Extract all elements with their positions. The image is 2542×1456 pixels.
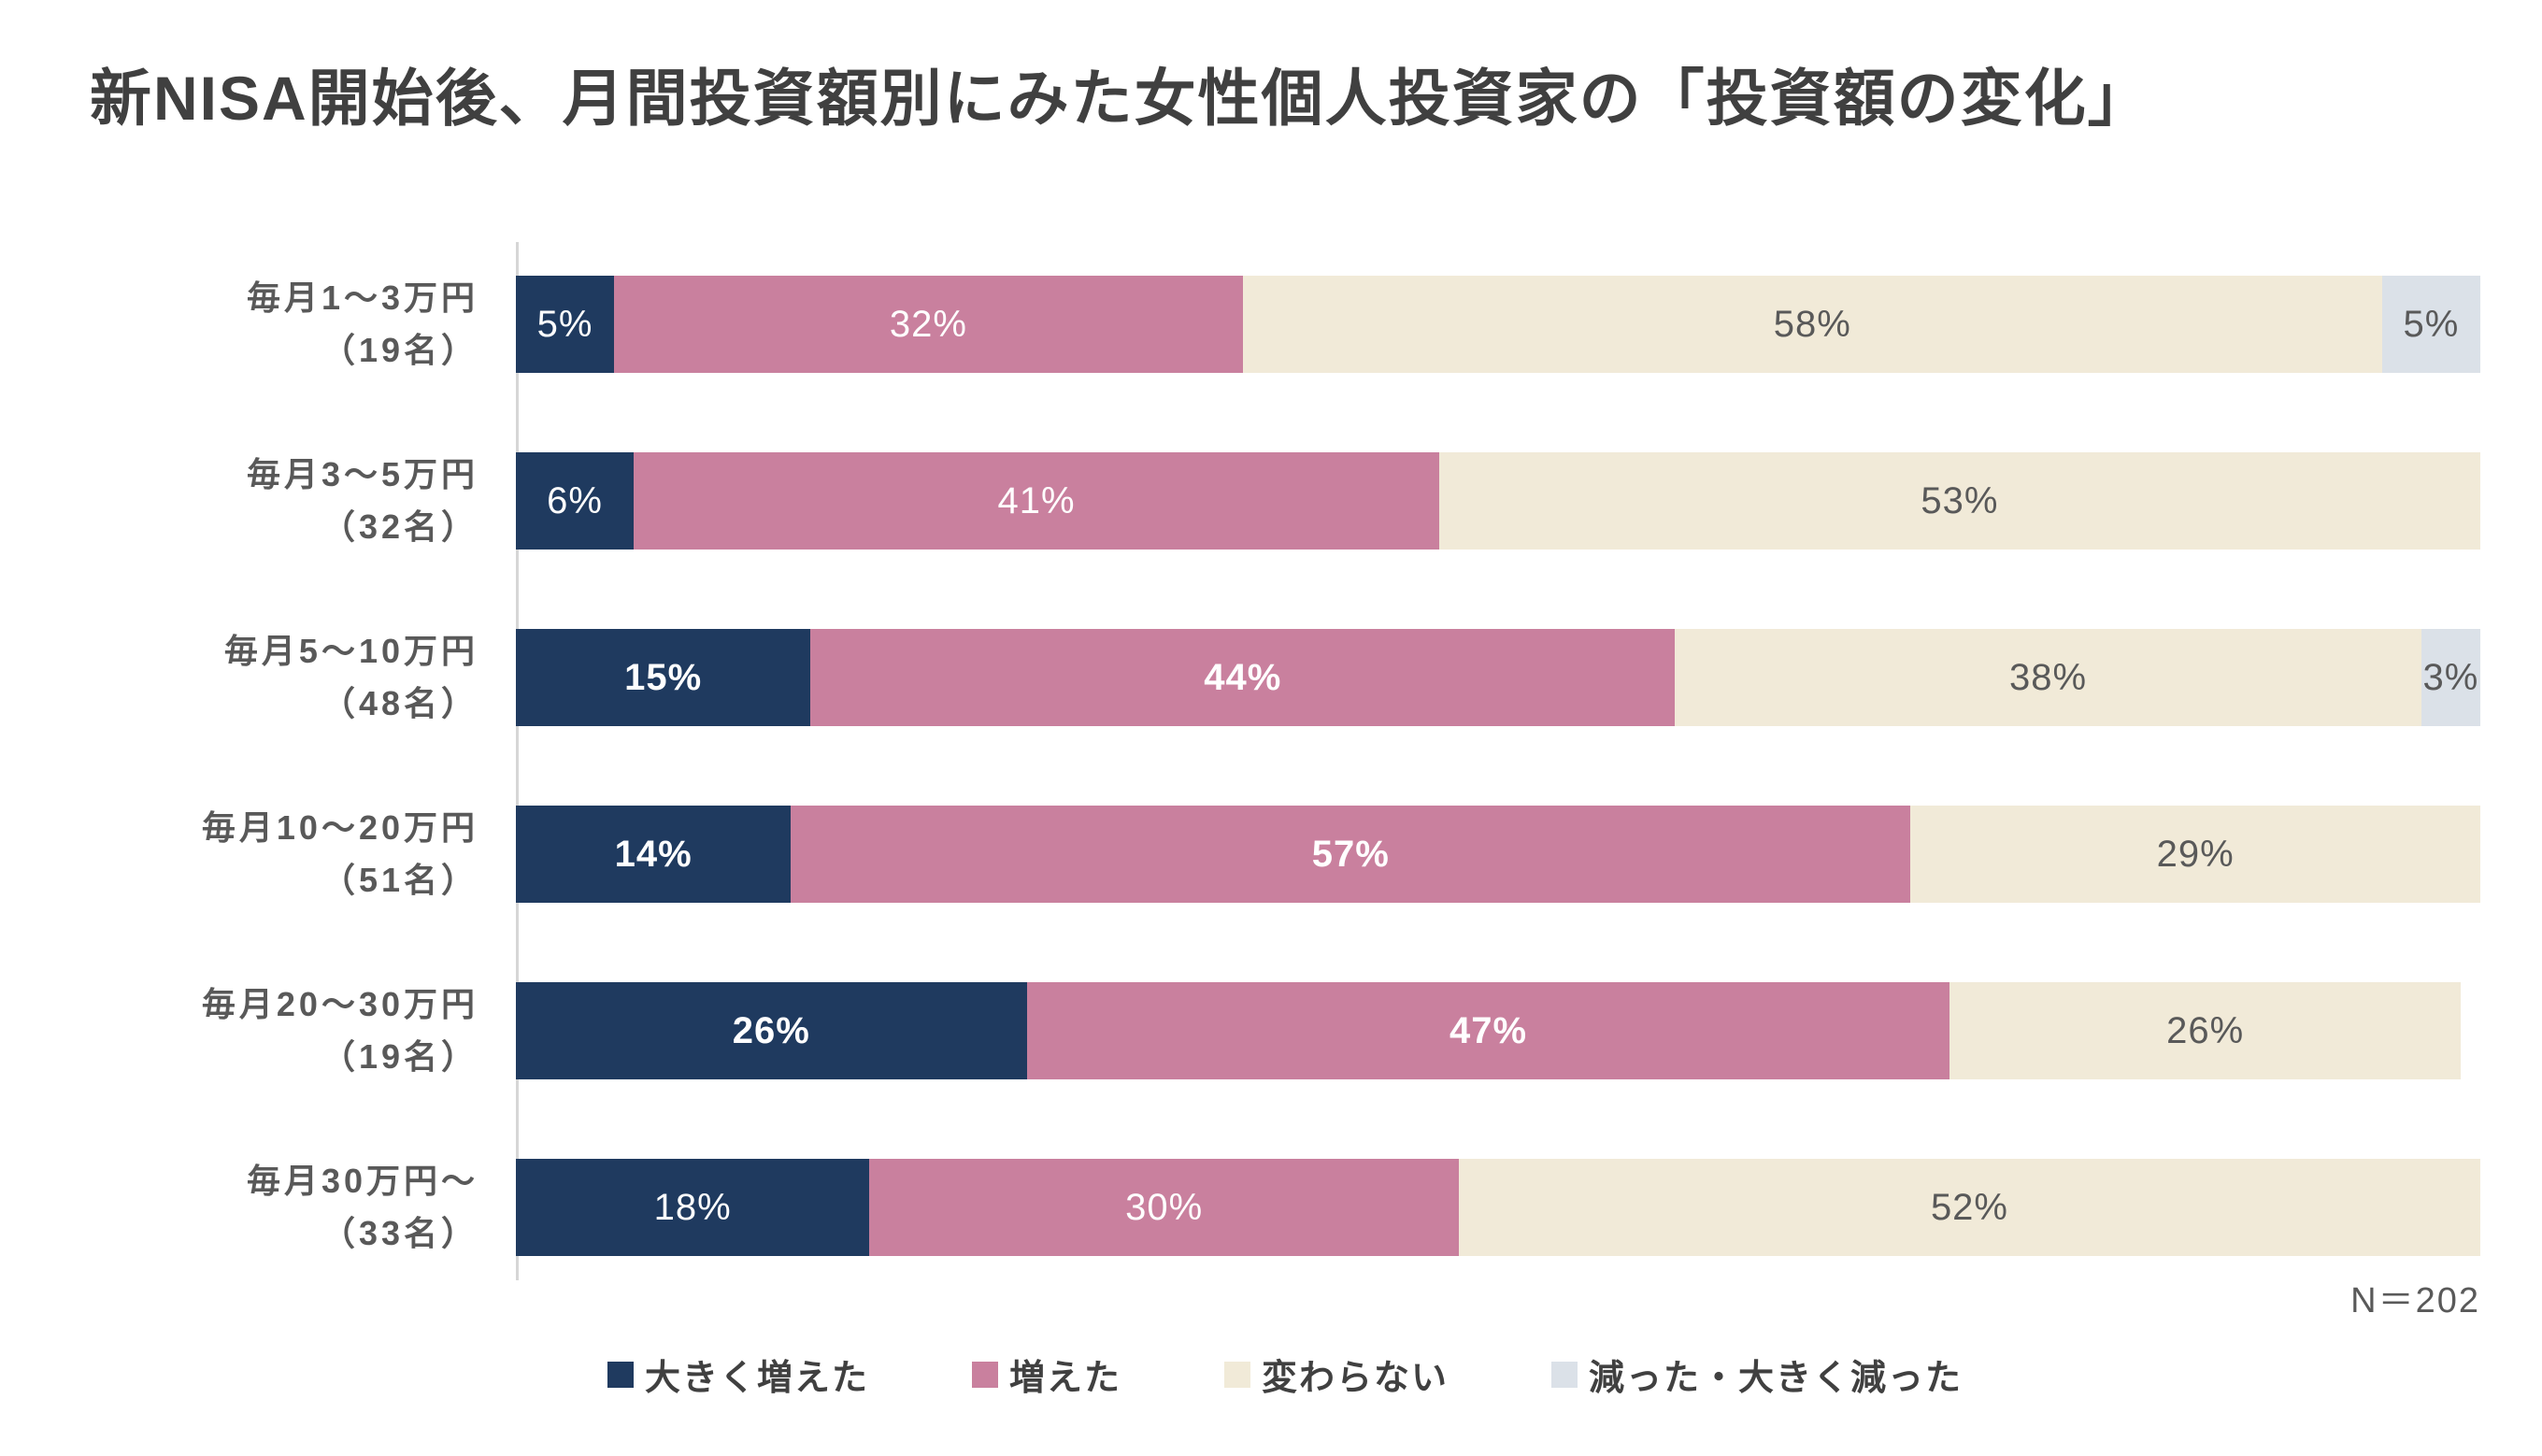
segment-value: 26% bbox=[732, 1009, 810, 1051]
bar-segment: 29% bbox=[1910, 806, 2480, 904]
segment-value: 52% bbox=[1930, 1186, 2008, 1228]
stacked-bar-chart: 毎月1～3万円 （19名） 5% 32% 58% 5% 毎月3～5万円 （32名） 6% 41% 5… bbox=[90, 242, 2480, 1400]
bar-track: 6% 41% 53% bbox=[516, 452, 2480, 550]
segment-value: 58% bbox=[1773, 303, 1851, 345]
bar-segment: 26% bbox=[516, 982, 1027, 1080]
segment-value: 44% bbox=[1204, 656, 1282, 698]
segment-value: 47% bbox=[1449, 1009, 1528, 1051]
legend-item: 減った・大きく減った bbox=[1551, 1349, 1963, 1400]
bar-segment: 5% bbox=[2381, 276, 2480, 374]
legend-swatch bbox=[1551, 1361, 1578, 1388]
page-title: 新NISA開始後、月間投資額別にみた女性個人投資家の「投資額の変化」 bbox=[90, 64, 2151, 133]
bar-segment: 44% bbox=[810, 629, 1676, 727]
sample-size-note: N＝202 bbox=[2350, 1281, 2480, 1321]
segment-value: 15% bbox=[624, 656, 703, 698]
chart-row: 毎月3～5万円 （32名） 6% 41% 53% bbox=[90, 452, 2480, 550]
bar-track: 18% 30% 52% bbox=[516, 1159, 2480, 1257]
bar-track: 14% 57% 29% bbox=[516, 806, 2480, 904]
category-label: 毎月10～20万円 （51名） bbox=[201, 808, 478, 900]
bar-segment: 14% bbox=[516, 806, 792, 904]
bar-segment: 3% bbox=[2421, 629, 2480, 727]
bar-segment: 53% bbox=[1438, 452, 2480, 550]
segment-value: 57% bbox=[1311, 833, 1390, 875]
segment-value: 5% bbox=[2403, 303, 2460, 345]
chart-row: 毎月10～20万円 （51名） 14% 57% 29% bbox=[90, 806, 2480, 904]
legend-swatch bbox=[1224, 1361, 1250, 1388]
legend-item: 大きく増えた bbox=[607, 1349, 869, 1400]
bar-segment: 41% bbox=[634, 452, 1439, 550]
legend-label: 減った・大きく減った bbox=[1589, 1359, 1964, 1399]
category-label: 毎月5～10万円 （48名） bbox=[223, 632, 478, 723]
segment-value: 32% bbox=[889, 303, 967, 345]
segment-value: 5% bbox=[536, 303, 593, 345]
bar-segment: 38% bbox=[1675, 629, 2421, 727]
category-label: 毎月30万円～ （33名） bbox=[246, 1162, 478, 1253]
category-label: 毎月20～30万円 （19名） bbox=[201, 985, 478, 1077]
bar-segment: 30% bbox=[869, 1159, 1459, 1257]
bar-segment: 52% bbox=[1458, 1159, 2480, 1257]
segment-value: 6% bbox=[547, 479, 603, 521]
segment-value: 3% bbox=[2422, 656, 2479, 698]
bar-segment: 6% bbox=[516, 452, 635, 550]
chart-row: 毎月5～10万円 （48名） 15% 44% 38% 3% bbox=[90, 629, 2480, 727]
segment-value: 30% bbox=[1125, 1186, 1204, 1228]
bar-segment: 58% bbox=[1242, 276, 2382, 374]
segment-value: 18% bbox=[653, 1186, 732, 1228]
segment-value: 38% bbox=[2009, 656, 2088, 698]
bar-segment: 18% bbox=[516, 1159, 870, 1257]
category-label: 毎月3～5万円 （32名） bbox=[246, 455, 478, 547]
chart-row: 毎月1～3万円 （19名） 5% 32% 58% 5% bbox=[90, 276, 2480, 374]
bar-segment: 57% bbox=[791, 806, 1911, 904]
legend-item: 増えた bbox=[971, 1349, 1121, 1400]
bar-segment: 15% bbox=[516, 629, 811, 727]
legend-label: 増えた bbox=[1008, 1359, 1121, 1399]
chart-row: 毎月20～30万円 （19名） 26% 47% 26% bbox=[90, 982, 2480, 1080]
segment-value: 29% bbox=[2156, 833, 2235, 875]
segment-value: 53% bbox=[1921, 479, 1999, 521]
legend: 大きく増えた 増えた 変わらない 減った・大きく減った bbox=[90, 1349, 2480, 1400]
bar-segment: 32% bbox=[614, 276, 1243, 374]
bar-segment: 5% bbox=[516, 276, 615, 374]
legend-swatch bbox=[607, 1361, 634, 1388]
legend-label: 大きく増えた bbox=[644, 1359, 869, 1399]
segment-value: 26% bbox=[2166, 1009, 2245, 1051]
bar-segment: 26% bbox=[1949, 982, 2461, 1080]
segment-value: 41% bbox=[997, 479, 1076, 521]
bar-track: 5% 32% 58% 5% bbox=[516, 276, 2480, 374]
chart-row: 毎月30万円～ （33名） 18% 30% 52% bbox=[90, 1159, 2480, 1257]
bar-segment: 47% bbox=[1026, 982, 1950, 1080]
y-axis-line bbox=[516, 242, 519, 1281]
legend-label: 変わらない bbox=[1262, 1359, 1450, 1399]
legend-swatch bbox=[971, 1361, 998, 1388]
bar-track: 15% 44% 38% 3% bbox=[516, 629, 2480, 727]
legend-item: 変わらない bbox=[1224, 1349, 1449, 1400]
segment-value: 14% bbox=[614, 833, 693, 875]
bar-track: 26% 47% 26% bbox=[516, 982, 2480, 1080]
category-label: 毎月1～3万円 （19名） bbox=[246, 278, 478, 370]
chart-rows: 毎月1～3万円 （19名） 5% 32% 58% 5% 毎月3～5万円 （32名） 6% 41% 5… bbox=[90, 242, 2480, 1281]
